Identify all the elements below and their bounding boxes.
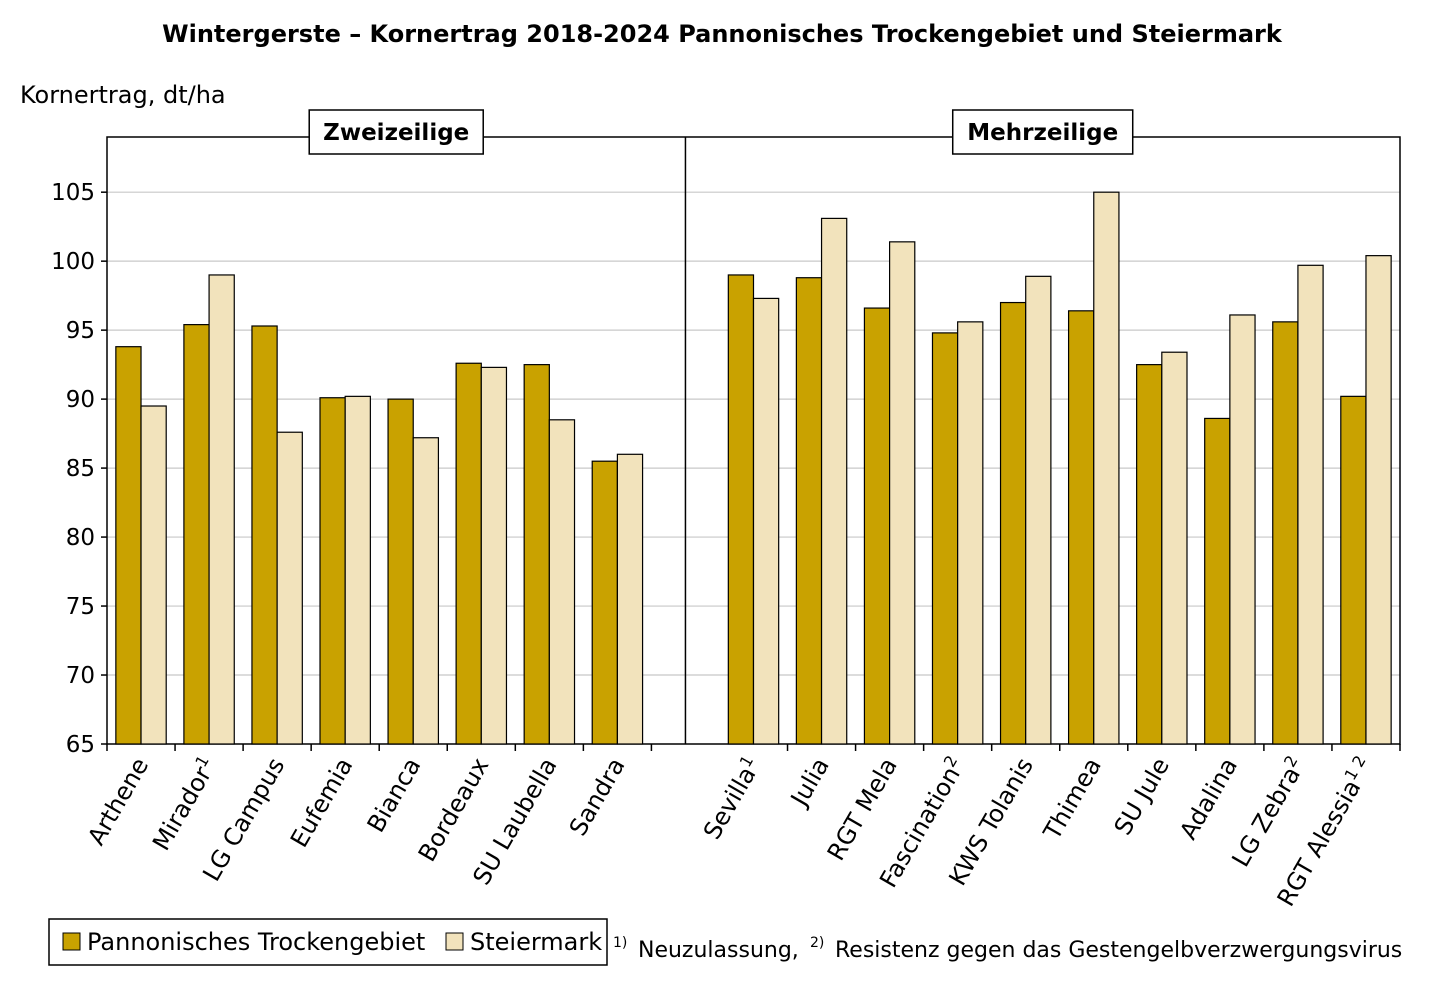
bar-pannonisches (319, 397, 346, 745)
bar-pannonisches (1204, 417, 1231, 745)
legend-swatch-pannonisches (62, 932, 81, 951)
bar-pannonisches (1067, 310, 1095, 745)
bar-pannonisches (795, 277, 823, 745)
y-tick-label: 85 (66, 456, 95, 482)
bar-steiermark (957, 321, 984, 745)
bar-steiermark (548, 419, 576, 745)
bar-steiermark (1297, 264, 1324, 745)
y-tick-label: 65 (66, 732, 95, 758)
bar-pannonisches (183, 324, 210, 745)
chart-title: Wintergerste – Kornertrag 2018-2024 Pann… (162, 20, 1283, 48)
legend-label-pannonisches: Pannonisches Trockengebiet (87, 928, 425, 956)
y-tick-label: 95 (66, 318, 95, 344)
bar-steiermark (1365, 255, 1392, 745)
x-tick-label: Arthene (82, 753, 154, 850)
footnote-mark-1: 1) (613, 935, 627, 951)
bar-pannonisches (1136, 364, 1163, 745)
bar-pannonisches (455, 362, 482, 745)
bar-pannonisches (115, 346, 142, 745)
bar-steiermark (412, 437, 440, 745)
y-tick-label: 105 (51, 180, 95, 206)
bar-pannonisches (1340, 395, 1367, 745)
footnote-text-1: Neuzulassung, (638, 938, 799, 963)
group-label-box (951, 109, 1134, 155)
footnote: 1) Neuzulassung, 2) Resistenz gegen das … (613, 935, 1402, 963)
bar-steiermark (344, 395, 371, 745)
x-tick-label: Adalina (1174, 753, 1243, 844)
y-tick-label: 90 (66, 387, 95, 413)
x-tick-label: Julia (784, 753, 834, 812)
bar-steiermark (1229, 314, 1256, 745)
footnote-mark-2: 2) (810, 935, 824, 951)
bar-steiermark (480, 366, 508, 745)
bar-steiermark (208, 274, 235, 745)
y-tick-label: 75 (66, 594, 95, 620)
bar-pannonisches (999, 301, 1027, 745)
bar-steiermark (820, 217, 848, 745)
bar-pannonisches (931, 332, 959, 745)
group-label: Zweizeilige (323, 120, 469, 146)
bar-steiermark (1093, 191, 1120, 745)
bar-pannonisches (523, 364, 550, 745)
y-axis-label: Kornertrag, dt/ha (20, 81, 226, 109)
y-tick-label: 80 (66, 525, 95, 551)
x-tick-label: Mirador1 (145, 752, 222, 855)
y-tick-label: 100 (51, 249, 95, 275)
group-label-box (308, 109, 484, 155)
x-tick-label: Sandra (564, 753, 631, 841)
legend-label-steiermark: Steiermark (470, 928, 602, 956)
bar-steiermark (1025, 275, 1052, 745)
x-tick-label: Eufemia (285, 753, 358, 852)
legend-swatch-steiermark (445, 932, 464, 951)
bar-steiermark (752, 297, 780, 745)
bar-pannonisches (1272, 321, 1299, 745)
group-label: Mehrzeilige (967, 120, 1118, 146)
bar-steiermark (616, 453, 644, 745)
bar-pannonisches (863, 307, 891, 745)
y-tick-label: 70 (66, 663, 95, 689)
bar-pannonisches (251, 325, 278, 745)
legend: Pannonisches Trockengebiet Steiermark (48, 918, 608, 966)
plot-area: 65 70 75 80 85 90 95 100 105 Zweizeilige Mehrzeili… (51, 109, 1401, 911)
bar-steiermark (1161, 351, 1188, 745)
x-tick-label: SU Jule (1109, 753, 1175, 840)
legend-box (48, 918, 608, 966)
bar-steiermark (889, 241, 916, 745)
bar-pannonisches (591, 460, 618, 745)
footnote-text-2: Resistenz gegen das Gestengelbverzwergun… (835, 938, 1402, 963)
x-tick-label: Sevilla1 (696, 752, 767, 844)
bar-pannonisches (727, 274, 755, 745)
x-tick-label: Bianca (362, 753, 427, 837)
bar-steiermark (276, 431, 303, 745)
bar-steiermark (140, 405, 167, 745)
x-tick-label: Thimea (1038, 753, 1107, 845)
bar-pannonisches (387, 398, 414, 745)
